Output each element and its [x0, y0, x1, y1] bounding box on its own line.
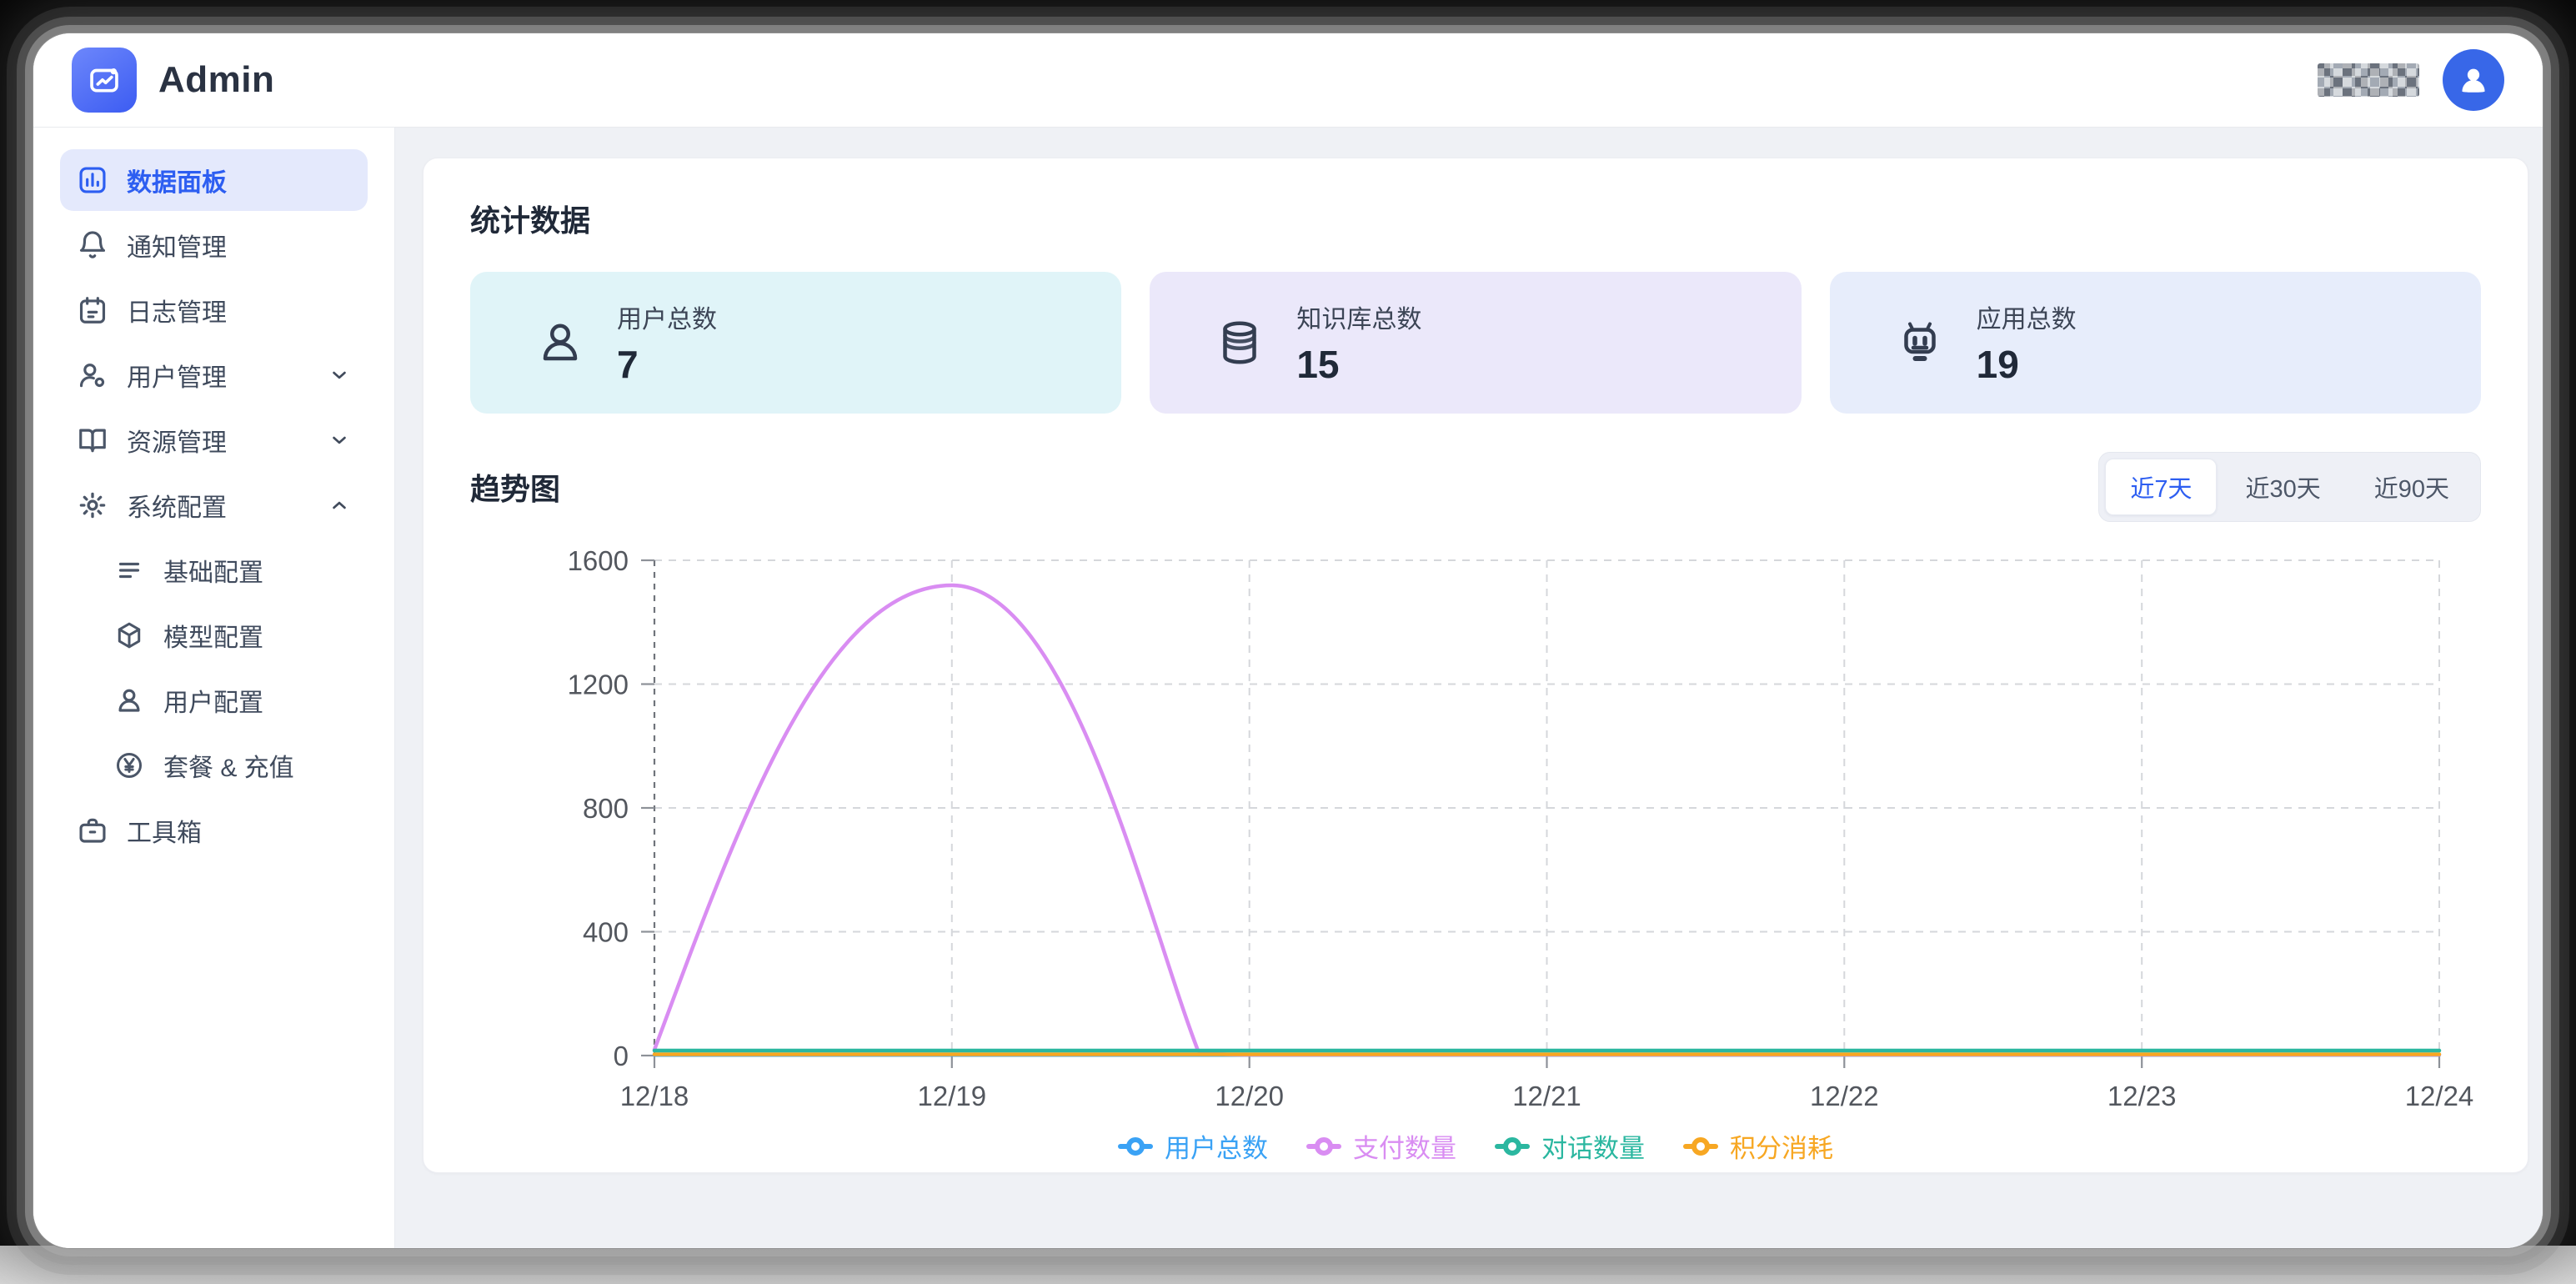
x-tick: 12/19: [918, 1081, 987, 1111]
app-logo-icon: [72, 48, 137, 113]
chevron-down-icon: [328, 364, 351, 387]
legend-label: 对话数量: [1541, 1134, 1645, 1163]
sidebar-item-resources[interactable]: 资源管理: [60, 409, 368, 471]
desktop-bottom-strip: [0, 1246, 2576, 1284]
sidebar-item-plans-recharge[interactable]: 套餐 & 充值: [60, 735, 368, 796]
robot-icon: [1895, 318, 1945, 368]
app-title: Admin: [158, 59, 275, 100]
chart-legend: 用户总数 支付数量 对话数量 积分消耗: [470, 1127, 2481, 1165]
x-tick: 12/22: [1810, 1081, 1879, 1111]
app-window: Admin: [33, 33, 2543, 1248]
sidebar-item-dashboard[interactable]: 数据面板: [60, 149, 368, 211]
legend-marker-icon: [1118, 1143, 1153, 1149]
sidebar-item-users[interactable]: 用户管理: [60, 344, 368, 406]
top-header: Admin: [33, 33, 2543, 128]
tab-last-7-days[interactable]: 近7天: [2105, 459, 2218, 515]
stat-card-value: 15: [1296, 343, 1340, 386]
dashboard-icon: [77, 164, 108, 196]
legend-label: 支付数量: [1353, 1134, 1456, 1163]
y-tick-400: 400: [583, 917, 629, 948]
tab-last-30-days[interactable]: 近30天: [2220, 459, 2345, 515]
stat-card-value: 7: [617, 343, 639, 386]
sidebar-item-label: 基础配置: [163, 559, 263, 587]
users-icon: [535, 318, 585, 368]
x-tick: 12/21: [1512, 1081, 1581, 1111]
trend-chart: 1600 1200 800 400 0 12/18 12/19 12/20: [423, 522, 2528, 1119]
model-icon: [113, 619, 145, 651]
legend-item-conversations[interactable]: 对话数量: [1495, 1127, 1645, 1165]
legend-label: 用户总数: [1165, 1134, 1268, 1163]
stat-card-value: 19: [1976, 343, 2019, 386]
stat-card-label: 应用总数: [1976, 306, 2077, 334]
user-icon: [113, 685, 145, 716]
sidebar-item-label: 日志管理: [127, 299, 227, 327]
time-range-switcher: 近7天 近30天 近90天: [2098, 452, 2481, 522]
sidebar-item-label: 通知管理: [127, 234, 227, 262]
book-icon: [77, 424, 108, 456]
sidebar-item-label: 资源管理: [127, 429, 227, 457]
sidebar-item-system-config[interactable]: 系统配置: [60, 474, 368, 536]
legend-item-credits[interactable]: 积分消耗: [1683, 1127, 1833, 1165]
legend-item-users[interactable]: 用户总数: [1118, 1127, 1268, 1165]
sidebar-item-toolbox[interactable]: 工具箱: [60, 800, 368, 861]
legend-marker-icon: [1683, 1143, 1718, 1149]
bell-icon: [77, 229, 108, 261]
user-management-icon: [77, 359, 108, 391]
sidebar-item-label: 用户管理: [127, 364, 227, 392]
y-tick-1600: 1600: [568, 545, 629, 576]
main-content: 统计数据 用户总数 7: [395, 128, 2543, 1248]
calendar-icon: [77, 294, 108, 326]
x-tick: 12/20: [1215, 1081, 1284, 1111]
stat-cards-row: 用户总数 7: [470, 272, 2481, 414]
legend-marker-icon: [1495, 1143, 1530, 1149]
trend-section-title: 趋势图: [470, 472, 561, 506]
legend-marker-icon: [1306, 1143, 1341, 1149]
dashboard-panel: 统计数据 用户总数 7: [423, 158, 2528, 1173]
legend-label: 积分消耗: [1730, 1134, 1833, 1163]
sidebar-item-basic-config[interactable]: 基础配置: [60, 539, 368, 601]
database-icon: [1215, 318, 1265, 368]
chevron-down-icon: [328, 429, 351, 452]
sidebar: 数据面板 通知管理: [33, 128, 395, 1248]
stats-section-title: 统计数据: [470, 203, 591, 238]
stat-card-knowledge-bases: 知识库总数 15: [1150, 272, 1802, 414]
sidebar-item-label: 数据面板: [127, 169, 227, 197]
sidebar-item-logs[interactable]: 日志管理: [60, 279, 368, 341]
y-tick-800: 800: [583, 793, 629, 824]
stat-card-apps: 应用总数 19: [1829, 272, 2481, 414]
sidebar-item-label: 套餐 & 充值: [163, 755, 294, 782]
y-tick-1200: 1200: [568, 670, 629, 700]
user-avatar-icon: [2455, 62, 2492, 98]
x-tick: 12/24: [2405, 1081, 2474, 1111]
stat-card-label: 知识库总数: [1296, 306, 1422, 334]
yen-circle-icon: [113, 750, 145, 781]
redacted-username: [2318, 63, 2419, 97]
legend-item-payments[interactable]: 支付数量: [1306, 1127, 1456, 1165]
sidebar-item-label: 系统配置: [127, 494, 227, 522]
sidebar-item-user-config[interactable]: 用户配置: [60, 670, 368, 731]
toolbox-icon: [77, 815, 108, 846]
tab-last-90-days[interactable]: 近90天: [2349, 459, 2474, 515]
x-tick: 12/18: [620, 1081, 689, 1111]
x-tick: 12/23: [2107, 1081, 2177, 1111]
stat-card-label: 用户总数: [617, 306, 717, 334]
sidebar-item-model-config[interactable]: 模型配置: [60, 604, 368, 666]
sidebar-item-label: 工具箱: [127, 820, 202, 847]
gear-icon: [77, 489, 108, 521]
user-avatar[interactable]: [2443, 49, 2504, 111]
sidebar-item-label: 模型配置: [163, 624, 263, 652]
sidebar-item-label: 用户配置: [163, 690, 263, 717]
y-tick-0: 0: [614, 1041, 629, 1071]
sidebar-item-notifications[interactable]: 通知管理: [60, 214, 368, 276]
list-icon: [113, 554, 145, 586]
stat-card-users: 用户总数 7: [470, 272, 1122, 414]
chevron-up-icon: [328, 494, 351, 517]
